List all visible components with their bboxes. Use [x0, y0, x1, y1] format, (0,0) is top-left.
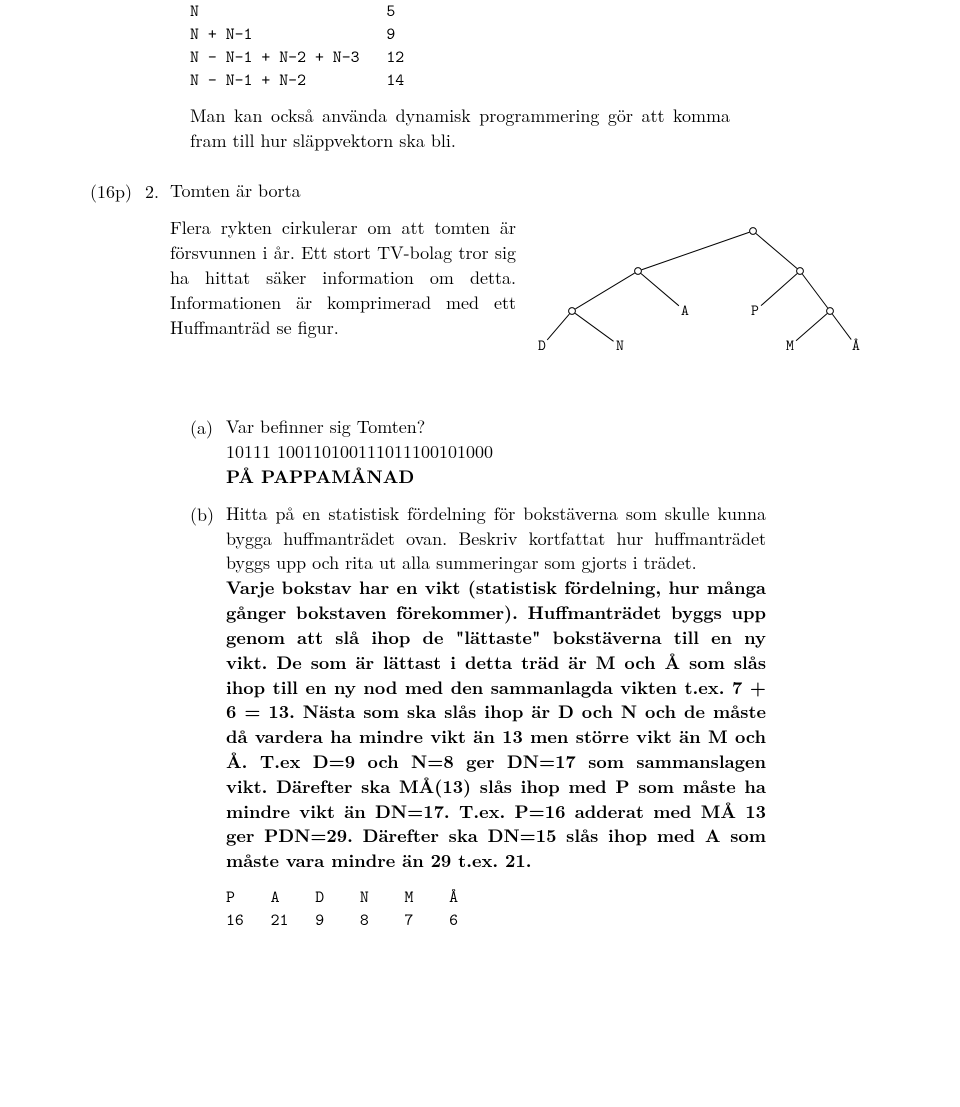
sub-a-label: (a)	[190, 415, 226, 440]
svg-text:P: P	[751, 300, 759, 320]
sub-b-label: (b)	[190, 502, 226, 527]
question-points-label: (16p)	[90, 179, 145, 204]
sub-a-question: Var befinner sig Tomten?	[226, 414, 425, 439]
bottom-table: P A D N M Å 16 21 9 8 7 6	[226, 886, 766, 932]
svg-text:N: N	[616, 335, 624, 355]
page-root: N 5 N + N-1 9 N - N-1 + N-2 + N-3 12 N -…	[0, 0, 960, 972]
sub-b-answer: Varje bokstav har en vikt (statistisk fö…	[226, 576, 766, 874]
sub-a-answer: PÅ PAPPAMÅNAD	[226, 465, 766, 490]
subquestion-a: (a) Var befinner sig Tomten? 10111 10011…	[190, 415, 870, 489]
svg-text:M: M	[786, 335, 794, 355]
sub-a-code: 10111 100110100111011100101000	[226, 440, 766, 465]
question-body: Flera rykten cirkulerar om att tomten är…	[170, 216, 516, 340]
top-table: N 5 N + N-1 9 N - N-1 + N-2 + N-3 12 N -…	[190, 0, 870, 92]
sub-b-question: Hitta på en statistisk fördelning för bo…	[226, 502, 766, 576]
question-title: Tomten är borta	[170, 179, 870, 204]
subquestion-b: (b) Hitta på en statistisk fördelning fö…	[190, 502, 870, 932]
question-number: 2.	[145, 179, 170, 204]
huffman-tree-figure: A P D N M Å	[530, 216, 870, 371]
svg-text:D: D	[538, 335, 546, 355]
svg-text:Å: Å	[852, 335, 860, 355]
para-dynamic-prog: Man kan också använda dynamisk programme…	[190, 104, 730, 154]
svg-text:A: A	[681, 300, 689, 320]
question-2: (16p) 2. Tomten är borta Flera rykten ci…	[90, 179, 870, 371]
